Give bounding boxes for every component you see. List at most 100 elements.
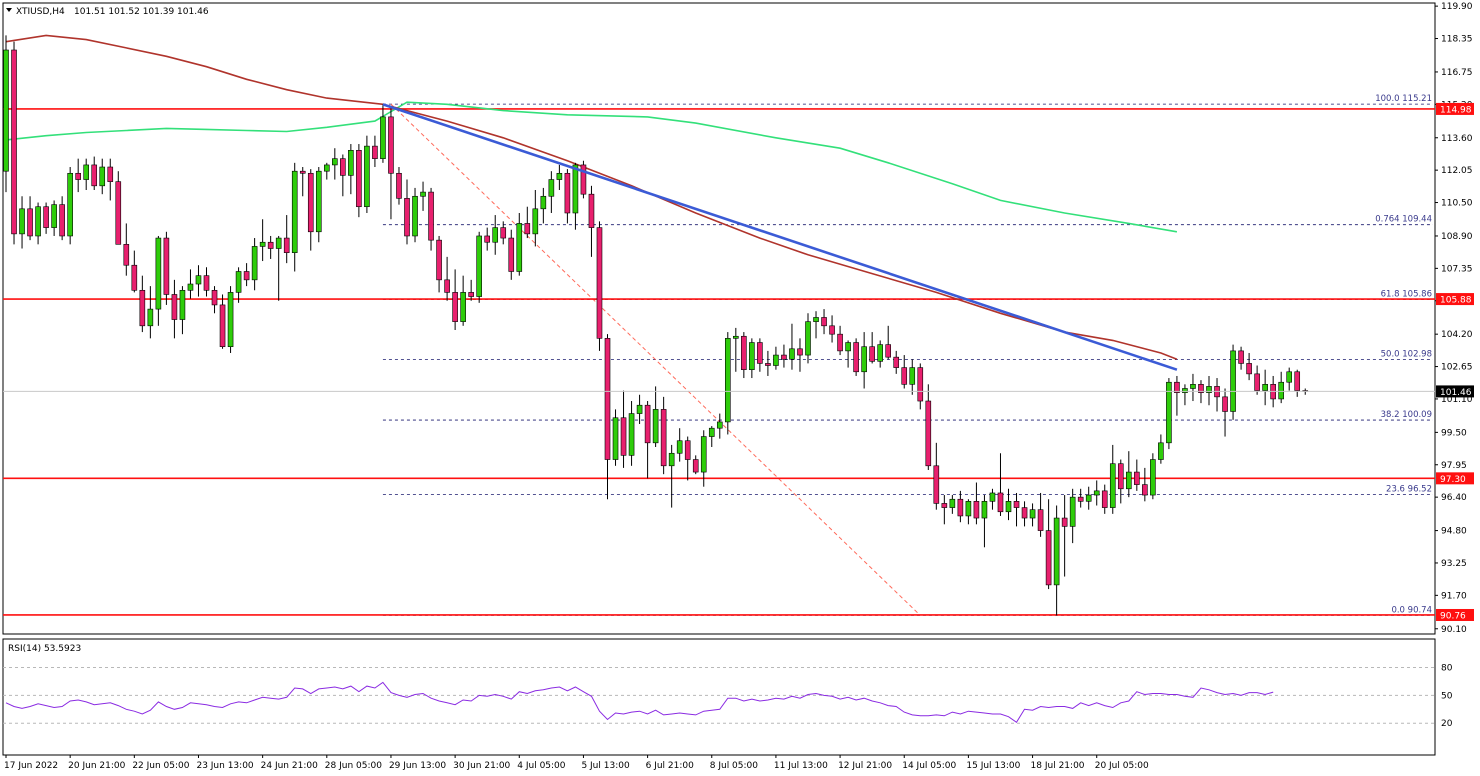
candle — [1182, 384, 1188, 406]
candle — [781, 344, 787, 368]
bull-candle-body — [724, 338, 731, 423]
bear-candle-body — [1021, 507, 1028, 519]
candle — [516, 212, 523, 276]
bull-candle-body — [348, 150, 354, 176]
candle — [1254, 365, 1260, 395]
bear-candle-body — [644, 404, 651, 444]
price-badge-label: 97.30 — [1440, 475, 1466, 485]
candle — [412, 187, 418, 243]
bear-candle-body — [372, 145, 378, 159]
bull-candle-body — [1190, 384, 1196, 389]
bear-candle-body — [869, 346, 875, 362]
bear-candle-body — [75, 172, 81, 180]
bear-candle-body — [163, 237, 170, 295]
candle — [1190, 373, 1196, 402]
price-tick-label: 113.60 — [1441, 134, 1473, 144]
candle — [163, 231, 170, 305]
candle — [139, 275, 146, 333]
candle — [845, 340, 851, 368]
bull-candle-body — [1166, 381, 1172, 444]
time-tick-label: 24 Jun 21:00 — [261, 761, 318, 771]
bull-candle-body — [612, 417, 619, 460]
symbol-label: XTIUSD,H4 — [16, 7, 65, 17]
chart-header: XTIUSD,H4 101.51 101.52 101.39 101.46 — [6, 7, 209, 17]
candle — [11, 41, 17, 245]
candle — [901, 355, 908, 389]
main-price-pane[interactable]: 100.0 115.21 0.764 109.44 61.8 105.86 50.0 … — [2, 2, 1474, 635]
candle — [660, 396, 667, 475]
candle — [973, 482, 980, 525]
bull-candle-body — [3, 49, 9, 172]
bull-candle-body — [83, 164, 89, 180]
bear-candle-body — [684, 440, 691, 460]
time-tick-label: 6 Jul 21:00 — [646, 761, 695, 771]
bull-candle-body — [275, 237, 282, 249]
dropdown-arrow-icon[interactable] — [6, 8, 12, 12]
price-tick-label: 91.70 — [1441, 591, 1467, 601]
candle — [941, 495, 948, 525]
bull-candle-body — [195, 275, 202, 285]
candle — [388, 106, 394, 220]
bear-candle-body — [1222, 396, 1228, 412]
time-tick-label: 14 Jul 05:00 — [902, 761, 956, 771]
bear-candle-body — [1294, 371, 1301, 391]
rsi-pane[interactable]: RSI(14) 53.5923 80 50 20 — [2, 638, 1453, 756]
fib-level-label: 50.0 102.98 — [1381, 350, 1432, 360]
candle — [716, 413, 723, 439]
bear-candle-body — [243, 271, 250, 281]
bear-candle-body — [1013, 501, 1020, 508]
bull-candle-body — [1150, 459, 1156, 496]
candle — [596, 221, 603, 351]
bull-candle-body — [548, 179, 555, 197]
bear-candle-body — [564, 172, 571, 214]
candle — [235, 267, 242, 303]
bull-candle-body — [460, 292, 466, 322]
bear-candle-body — [757, 342, 763, 364]
moving-averages — [5, 34, 1178, 360]
bull-candle-body — [636, 404, 643, 414]
bear-candle-body — [27, 208, 33, 237]
bull-candle-body — [516, 223, 523, 272]
bull-candle-body — [380, 116, 386, 159]
support-resistance-lines — [3, 108, 1435, 616]
candle — [885, 325, 892, 360]
candle — [1045, 499, 1052, 590]
bull-candle-body — [51, 204, 57, 228]
candle — [668, 444, 675, 508]
bull-candle-body — [789, 348, 795, 360]
candle — [372, 135, 378, 168]
candle — [1286, 367, 1292, 391]
bear-candle-body — [1045, 530, 1052, 586]
price-labels: 114.98 105.88 101.46 97.30 90.76 — [1436, 102, 1474, 621]
bull-candle-body — [877, 344, 883, 362]
bear-candle-body — [524, 223, 531, 235]
candle — [1069, 488, 1076, 544]
candle — [1077, 488, 1084, 508]
candle — [773, 346, 779, 370]
bull-candle-body — [749, 342, 755, 370]
bear-candle-body — [596, 227, 603, 339]
bull-candle-body — [989, 492, 996, 502]
fib-diagonal-line — [390, 103, 921, 616]
candle — [1053, 505, 1060, 616]
candle — [524, 206, 531, 239]
rsi-line-layer — [5, 681, 1274, 724]
candle — [604, 334, 611, 500]
price-tick-label: 110.50 — [1441, 199, 1473, 209]
candle — [332, 148, 338, 180]
candle — [1150, 453, 1156, 500]
candle — [909, 359, 916, 395]
bull-candle-body — [708, 427, 715, 437]
candle — [1021, 501, 1028, 527]
bull-candle-body — [700, 436, 707, 473]
bear-candle-body — [500, 227, 507, 239]
candle — [1158, 434, 1164, 464]
candle — [1126, 451, 1132, 498]
bear-candle-body — [131, 264, 138, 291]
bear-candle-body — [444, 279, 450, 293]
candle — [468, 279, 474, 301]
price-badge-label: 90.76 — [1440, 611, 1466, 621]
bull-candle-body — [676, 440, 683, 454]
candle — [724, 332, 731, 435]
